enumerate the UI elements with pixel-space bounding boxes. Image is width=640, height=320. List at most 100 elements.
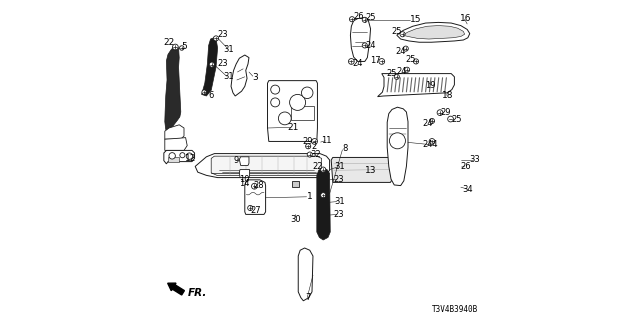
Polygon shape <box>292 181 299 187</box>
Circle shape <box>394 74 399 79</box>
FancyArrow shape <box>168 283 184 295</box>
Text: 23: 23 <box>217 59 228 68</box>
Text: 29: 29 <box>440 108 451 117</box>
Circle shape <box>307 152 312 157</box>
Text: 25: 25 <box>392 28 402 36</box>
Text: 4: 4 <box>432 140 437 149</box>
Polygon shape <box>165 125 184 139</box>
Text: 25: 25 <box>405 55 415 64</box>
Polygon shape <box>231 55 249 96</box>
Text: 22: 22 <box>163 38 175 47</box>
Text: 12: 12 <box>185 154 196 163</box>
Polygon shape <box>239 170 250 178</box>
Circle shape <box>362 43 367 48</box>
Text: 24: 24 <box>353 60 363 68</box>
Text: 1: 1 <box>307 192 312 201</box>
Circle shape <box>403 46 408 51</box>
Text: 25: 25 <box>387 69 397 78</box>
Text: 3: 3 <box>252 73 257 82</box>
Circle shape <box>209 62 214 67</box>
Polygon shape <box>351 18 371 61</box>
Polygon shape <box>202 38 218 96</box>
Polygon shape <box>164 150 195 164</box>
Polygon shape <box>378 74 454 97</box>
Polygon shape <box>317 168 330 240</box>
Circle shape <box>301 87 313 99</box>
Circle shape <box>290 94 306 110</box>
Circle shape <box>169 153 175 159</box>
Polygon shape <box>195 154 330 178</box>
Text: 24: 24 <box>365 41 376 50</box>
Text: 34: 34 <box>463 185 473 194</box>
Polygon shape <box>387 107 408 186</box>
Text: 22: 22 <box>312 162 323 171</box>
Text: 23: 23 <box>334 175 344 184</box>
Circle shape <box>413 59 419 64</box>
Circle shape <box>214 36 219 41</box>
Text: 6: 6 <box>209 92 214 100</box>
Circle shape <box>248 205 253 211</box>
Circle shape <box>180 153 185 158</box>
Polygon shape <box>268 81 317 141</box>
Polygon shape <box>168 157 179 162</box>
Text: 15: 15 <box>410 15 422 24</box>
Text: 7: 7 <box>305 293 310 302</box>
Circle shape <box>321 193 326 198</box>
Polygon shape <box>165 138 187 150</box>
Text: 27: 27 <box>250 206 260 215</box>
Text: 32: 32 <box>310 150 321 159</box>
Text: 24: 24 <box>396 47 406 56</box>
Text: 23: 23 <box>217 30 228 39</box>
Circle shape <box>448 116 453 122</box>
Polygon shape <box>245 180 266 214</box>
Circle shape <box>202 90 206 94</box>
Circle shape <box>379 59 385 64</box>
Text: 9: 9 <box>233 156 239 165</box>
Circle shape <box>429 118 435 124</box>
Circle shape <box>173 44 178 50</box>
Circle shape <box>252 183 257 189</box>
Text: T3V4B3940B: T3V4B3940B <box>432 305 479 314</box>
Text: 31: 31 <box>223 45 234 54</box>
Polygon shape <box>291 106 314 120</box>
Text: 25: 25 <box>365 13 376 22</box>
Text: 33: 33 <box>469 156 480 164</box>
Circle shape <box>349 17 355 22</box>
Text: 31: 31 <box>334 197 344 206</box>
Text: 26: 26 <box>354 12 364 21</box>
Text: 24: 24 <box>422 119 433 128</box>
Text: 24: 24 <box>396 68 407 76</box>
Circle shape <box>400 32 405 37</box>
Text: 19: 19 <box>425 81 436 90</box>
Circle shape <box>306 144 311 149</box>
Text: FR.: FR. <box>188 288 207 298</box>
Circle shape <box>404 67 410 72</box>
Circle shape <box>389 133 406 149</box>
Text: 10: 10 <box>239 175 250 184</box>
Circle shape <box>278 112 291 125</box>
Polygon shape <box>165 46 181 131</box>
Text: 26: 26 <box>460 162 471 171</box>
Circle shape <box>271 98 280 107</box>
Polygon shape <box>298 248 313 301</box>
Circle shape <box>321 167 326 172</box>
Text: 8: 8 <box>342 144 348 153</box>
Text: 30: 30 <box>290 215 301 224</box>
Text: 5: 5 <box>181 42 186 51</box>
Circle shape <box>429 139 435 144</box>
Polygon shape <box>211 156 322 175</box>
Text: 2: 2 <box>311 142 316 151</box>
Text: 13: 13 <box>365 166 377 175</box>
Circle shape <box>362 17 367 22</box>
Text: 21: 21 <box>287 124 298 132</box>
Circle shape <box>179 46 184 50</box>
Polygon shape <box>397 22 470 42</box>
Text: 18: 18 <box>442 92 454 100</box>
Polygon shape <box>403 26 465 39</box>
Text: 16: 16 <box>460 14 471 23</box>
Text: 31: 31 <box>223 72 234 81</box>
Text: 17: 17 <box>370 56 380 65</box>
Circle shape <box>186 153 193 159</box>
Circle shape <box>349 59 355 64</box>
Text: 31: 31 <box>334 162 344 171</box>
